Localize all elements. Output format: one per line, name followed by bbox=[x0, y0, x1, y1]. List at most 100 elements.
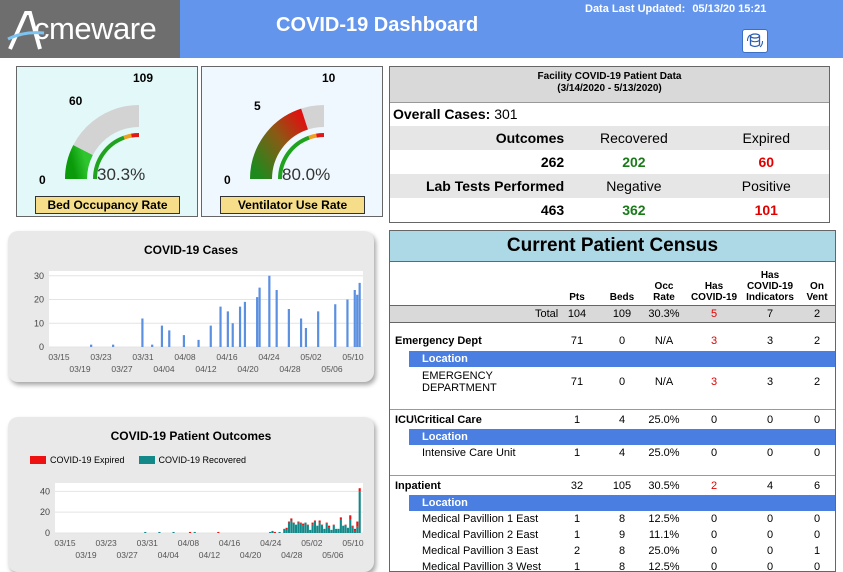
spacer bbox=[390, 461, 835, 475]
x-tick-label: 03/23 bbox=[96, 538, 118, 548]
x-tick-label: 04/16 bbox=[219, 538, 241, 548]
section-has-covid: 0 bbox=[710, 413, 718, 426]
col-beds: Beds bbox=[609, 292, 635, 303]
x-tick-label: 04/04 bbox=[153, 364, 175, 374]
x-tick-label: 04/24 bbox=[258, 352, 280, 362]
legend-expired[interactable]: COVID-19 Expired bbox=[30, 455, 125, 465]
bed-occupancy-gauge: 109 60 0 30.3% Bed Occupancy Rate bbox=[16, 66, 198, 217]
expired-bar bbox=[302, 523, 305, 526]
location-on-vent: 0 bbox=[813, 561, 821, 572]
expired-value: 60 bbox=[758, 154, 775, 170]
x-tick-label: 04/20 bbox=[240, 550, 262, 560]
refresh-data-button[interactable] bbox=[742, 29, 768, 53]
location-header: Location bbox=[409, 351, 835, 367]
total-has-covid: 5 bbox=[710, 308, 718, 320]
section-icu-critical-care[interactable]: ICU\Critical Care 1 4 25.0% 0 0 0 bbox=[390, 409, 835, 429]
legend-swatch bbox=[30, 456, 46, 464]
location-row[interactable]: Intensive Care Unit 1 4 25.0% 0 0 0 bbox=[390, 445, 835, 461]
recovered-bar bbox=[325, 523, 328, 533]
cases-bar bbox=[182, 335, 186, 347]
expired-bar bbox=[351, 525, 354, 527]
expired-bar bbox=[306, 524, 309, 526]
location-row[interactable]: EMERGENCY DEPARTMENT 71 0 N/A 3 3 2 bbox=[390, 367, 835, 397]
recovered-bar bbox=[349, 519, 352, 533]
section-beds: 4 bbox=[618, 413, 626, 426]
chart-legend: COVID-19 Expired COVID-19 Recovered bbox=[30, 455, 260, 465]
expired-bar bbox=[325, 522, 328, 524]
total-beds: 109 bbox=[612, 308, 632, 320]
cases-bar bbox=[287, 309, 290, 347]
negative-value: 362 bbox=[622, 202, 646, 218]
cases-bar bbox=[268, 275, 271, 347]
section-name: Inpatient bbox=[395, 479, 441, 492]
positive-label: Positive bbox=[741, 178, 791, 194]
x-tick-label: 04/08 bbox=[178, 538, 200, 548]
outcomes-value-row: 262 202 60 bbox=[390, 150, 829, 174]
recovered-bar bbox=[271, 530, 274, 533]
cases-bar bbox=[358, 282, 361, 347]
section-has-covid: 3 bbox=[710, 335, 718, 347]
location-pts: 1 bbox=[573, 561, 581, 572]
expired-bar bbox=[285, 527, 288, 530]
cases-bar bbox=[353, 290, 356, 347]
expired-bar bbox=[287, 521, 291, 523]
cases-bar bbox=[243, 301, 247, 347]
location-row[interactable]: Medical Pavillion 1 East 1 8 12.5% 0 0 0 bbox=[390, 511, 835, 527]
cases-bar bbox=[346, 299, 349, 347]
outcomes-label: Outcomes bbox=[495, 130, 565, 146]
recovered-bar bbox=[311, 524, 314, 533]
recovered-bar bbox=[297, 522, 300, 533]
location-pts: 1 bbox=[573, 447, 581, 459]
recovered-bar bbox=[269, 531, 272, 533]
x-tick-label: 05/06 bbox=[322, 550, 344, 560]
cases-bar bbox=[90, 344, 93, 347]
x-tick-label: 04/20 bbox=[237, 364, 259, 374]
section-inpatient[interactable]: Inpatient 32 105 30.5% 2 4 6 bbox=[390, 475, 835, 495]
location-on-vent: 2 bbox=[813, 376, 821, 388]
expired-bar bbox=[297, 521, 300, 523]
acmeware-a-logo-icon bbox=[6, 9, 45, 50]
negative-label: Negative bbox=[606, 178, 662, 194]
location-row[interactable]: Medical Pavillion 3 East 2 8 25.0% 0 0 1 bbox=[390, 543, 835, 559]
facility-title-line2: (3/14/2020 - 5/13/2020) bbox=[557, 83, 662, 94]
logo-wordmark: cmeware bbox=[34, 11, 157, 46]
gauge-min: 0 bbox=[39, 173, 46, 187]
section-emergency-dept[interactable]: Emergency Dept 71 0 N/A 3 3 2 bbox=[390, 331, 835, 351]
x-tick-label: 03/31 bbox=[132, 352, 154, 362]
section-beds: 105 bbox=[612, 479, 632, 492]
recovered-bar bbox=[299, 523, 302, 533]
x-tick-label: 03/19 bbox=[69, 364, 91, 374]
cases-bar bbox=[112, 344, 115, 347]
cases-bar bbox=[168, 330, 171, 347]
cases-bar bbox=[256, 297, 259, 347]
overall-cases: Overall Cases: 301 bbox=[390, 103, 829, 126]
location-row[interactable]: Medical Pavillion 2 East 1 9 11.1% 0 0 0 bbox=[390, 527, 835, 543]
recovered-bar bbox=[193, 531, 196, 533]
gauge-label: Bed Occupancy Rate bbox=[35, 196, 180, 214]
recovered-bar bbox=[316, 525, 319, 533]
recovered-bar bbox=[318, 522, 321, 533]
x-tick-label: 03/15 bbox=[54, 538, 76, 548]
expired-bar bbox=[328, 525, 331, 528]
cases-bar bbox=[299, 318, 303, 347]
recovered-bar bbox=[346, 527, 349, 533]
recovered-bar bbox=[342, 525, 345, 533]
expired-bar bbox=[318, 520, 321, 523]
location-row[interactable]: Medical Pavillion 3 West 1 8 12.5% 0 0 0 bbox=[390, 559, 835, 572]
recovered-bar bbox=[302, 525, 305, 533]
gauge-max: 10 bbox=[322, 71, 336, 85]
recovered-bar bbox=[353, 530, 357, 533]
census-total-row: Total 104 109 30.3% 5 7 2 bbox=[390, 306, 835, 323]
recovered-bar bbox=[330, 529, 333, 533]
legend-recovered[interactable]: COVID-19 Recovered bbox=[138, 455, 246, 465]
expired-bar bbox=[299, 522, 302, 524]
y-tick-label: 20 bbox=[34, 295, 44, 305]
gauge-dial bbox=[250, 105, 325, 180]
location-occ: 25.0% bbox=[648, 545, 680, 557]
header-bar: cmeware COVID-19 Dashboard Data Last Upd… bbox=[0, 0, 843, 58]
location-occ: 12.5% bbox=[648, 561, 680, 572]
x-tick-label: 03/19 bbox=[75, 550, 97, 560]
facility-title: Facility COVID-19 Patient Data (3/14/202… bbox=[390, 67, 829, 103]
section-indicators: 0 bbox=[766, 413, 774, 426]
location-on-vent: 0 bbox=[813, 447, 821, 459]
